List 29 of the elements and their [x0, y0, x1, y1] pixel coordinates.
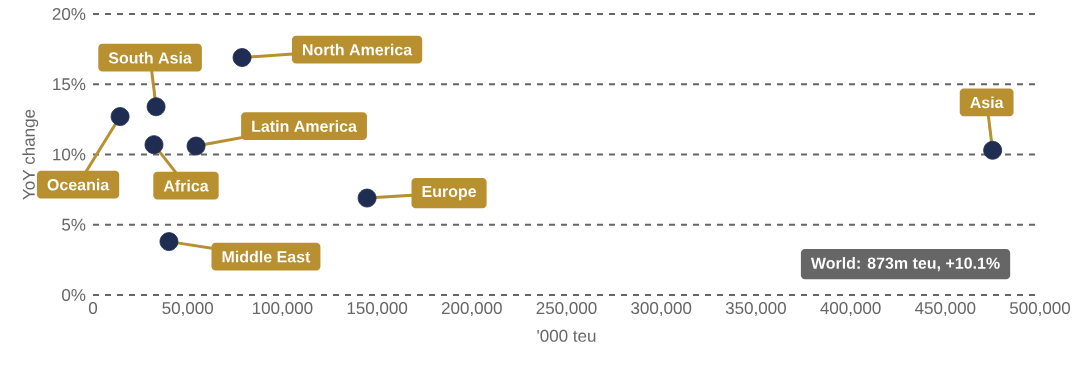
point: [357, 188, 377, 208]
x-tick-label: 450,000: [914, 302, 976, 317]
y-tick-label: 10%: [53, 148, 86, 161]
annotation: World: 873m teu, +10.1%: [810, 257, 1000, 272]
point: [110, 107, 130, 126]
point: [146, 97, 166, 117]
annotation: Oceania: [47, 178, 110, 191]
y-tick-label: 0%: [62, 289, 86, 302]
x-axis-title: '000 teu: [537, 329, 596, 342]
annotation: Asia: [970, 96, 1004, 109]
x-tick-label: 200,000: [441, 302, 502, 317]
point: [144, 135, 164, 155]
x-tick-label: 400,000: [820, 302, 881, 317]
point: [983, 140, 1003, 160]
annotation: Africa: [163, 179, 209, 192]
x-tick-label: 350,000: [725, 302, 786, 317]
y-tick-label: 20%: [52, 8, 86, 21]
x-tick-label: 500,000: [1009, 302, 1071, 317]
x-tick-label: 50,000: [162, 302, 214, 317]
x-tick-label: 150,000: [347, 302, 408, 317]
x-tick-label: 300,000: [631, 302, 692, 317]
annotation: South Asia: [108, 51, 192, 64]
y-tick-label: 5%: [62, 218, 86, 231]
x-tick-label: 100,000: [252, 302, 313, 317]
y-tick-label: 15%: [53, 78, 86, 91]
x-tick-label: 0: [88, 302, 98, 315]
y-axis-title: YoY change: [22, 109, 39, 200]
annotation: Europe: [422, 185, 477, 201]
x-tick-label: 250,000: [536, 302, 597, 317]
